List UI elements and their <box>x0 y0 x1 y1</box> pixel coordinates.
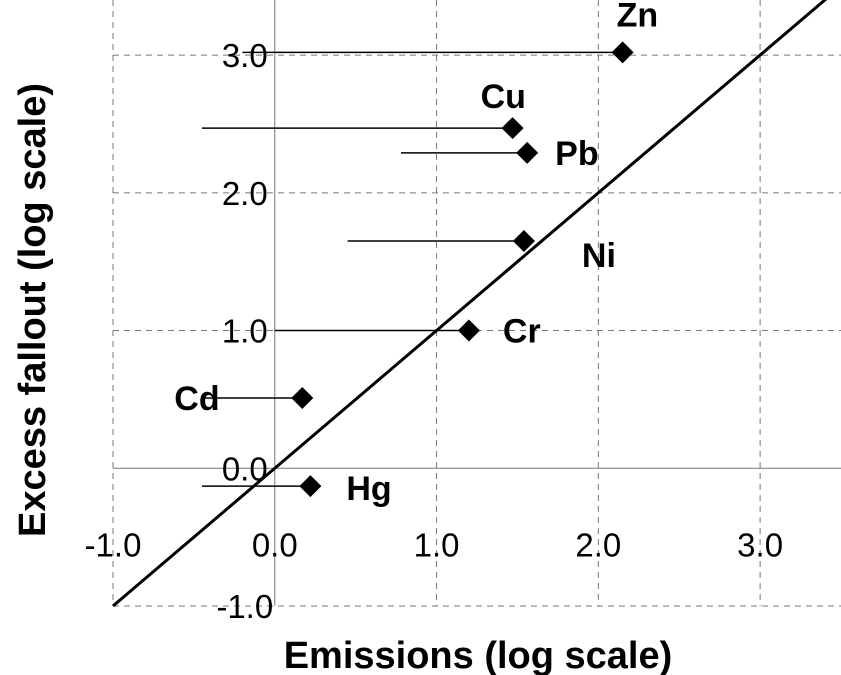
x-tick-label: 3.0 <box>737 526 783 563</box>
point-label-cr: Cr <box>503 313 541 351</box>
axes-layer <box>113 0 841 606</box>
point-label-zn: Zn <box>617 0 659 34</box>
point-label-cd: Cd <box>174 380 219 418</box>
grid-layer <box>112 0 841 607</box>
emission-range-lines <box>201 51 623 487</box>
point-label-cu: Cu <box>481 78 526 116</box>
y-tick-label: 2.0 <box>222 175 268 212</box>
x-tick-label: -1.0 <box>85 526 142 563</box>
data-point-ni <box>512 230 535 253</box>
point-label-ni: Ni <box>582 237 616 275</box>
data-point-cd <box>291 387 314 410</box>
x-axis-title: Emissions (log scale) <box>284 635 673 675</box>
x-tick-label: 0.0 <box>252 526 298 563</box>
reference-line-layer <box>112 0 828 608</box>
y-tick-label: 1.0 <box>222 313 268 350</box>
one-to-one-line <box>112 0 828 608</box>
x-tick-label: 2.0 <box>575 526 621 563</box>
data-point-hg <box>299 475 322 498</box>
point-labels: Zn Cu Pb Ni Cr Cd Hg <box>174 0 658 508</box>
data-point-zn <box>611 41 634 64</box>
y-axis-title: Excess fallout (log scale) <box>12 83 54 537</box>
data-point-pb <box>516 141 539 164</box>
tick-labels: -1.0 0.0 1.0 2.0 3.0-1.00.01.02.03.0 <box>85 37 783 625</box>
x-tick-label: 1.0 <box>414 526 460 563</box>
data-point-cu <box>501 117 524 140</box>
point-label-pb: Pb <box>555 135 598 173</box>
data-point-cr <box>457 319 480 342</box>
y-tick-label: 3.0 <box>222 37 268 74</box>
data-points <box>291 41 634 498</box>
point-label-hg: Hg <box>346 470 391 508</box>
y-tick-label: -1.0 <box>216 588 273 625</box>
